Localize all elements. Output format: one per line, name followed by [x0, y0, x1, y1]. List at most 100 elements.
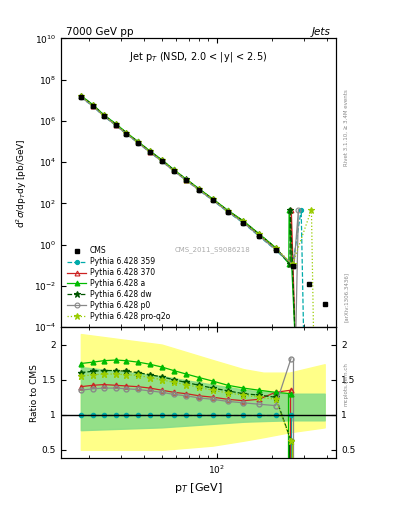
Pythia 6.428 359: [299, 206, 303, 212]
Pythia 6.428 p0: [136, 140, 140, 146]
Pythia 6.428 dw: [114, 121, 118, 127]
Pythia 6.428 359: [147, 149, 152, 155]
Y-axis label: Ratio to CMS: Ratio to CMS: [30, 364, 39, 421]
Text: CMS_2011_S9086218: CMS_2011_S9086218: [174, 246, 250, 253]
Pythia 6.428 p0: [101, 113, 106, 119]
Pythia 6.428 370: [197, 186, 202, 193]
Y-axis label: d$^{2}\sigma$/dp$_{T}$dy [pb/GeV]: d$^{2}\sigma$/dp$_{T}$dy [pb/GeV]: [15, 138, 29, 227]
Pythia 6.428 dw: [124, 130, 129, 136]
Pythia 6.428 pro-q2o: [273, 245, 278, 251]
Pythia 6.428 370: [136, 139, 140, 145]
Pythia 6.428 370: [147, 148, 152, 155]
Pythia 6.428 359: [197, 187, 202, 194]
Pythia 6.428 p0: [257, 232, 261, 239]
Pythia 6.428 p0: [197, 187, 202, 193]
CMS: [226, 209, 230, 215]
Pythia 6.428 dw: [136, 139, 140, 145]
Pythia 6.428 370: [114, 122, 118, 128]
Pythia 6.428 359: [241, 220, 246, 226]
Pythia 6.428 pro-q2o: [79, 93, 83, 99]
Pythia 6.428 370: [257, 231, 261, 238]
Pythia 6.428 359: [210, 197, 215, 203]
Pythia 6.428 p0: [293, 345, 298, 351]
Pythia 6.428 pro-q2o: [241, 219, 246, 225]
Pythia 6.428 a: [91, 102, 95, 108]
Pythia 6.428 a: [79, 93, 83, 99]
Pythia 6.428 370: [160, 157, 164, 163]
CMS: [241, 220, 246, 226]
Pythia 6.428 370: [79, 93, 83, 99]
Pythia 6.428 pro-q2o: [160, 157, 164, 163]
Line: Pythia 6.428 359: Pythia 6.428 359: [79, 95, 306, 350]
CMS: [257, 233, 261, 239]
Pythia 6.428 359: [273, 247, 278, 253]
Pythia 6.428 p0: [124, 131, 129, 137]
Pythia 6.428 dw: [160, 157, 164, 163]
CMS: [273, 247, 278, 253]
Pythia 6.428 a: [160, 157, 164, 163]
Pythia 6.428 370: [124, 130, 129, 136]
Pythia 6.428 359: [171, 168, 176, 174]
Pythia 6.428 370: [288, 261, 293, 267]
Text: Rivet 3.1.10, ≥ 3.4M events: Rivet 3.1.10, ≥ 3.4M events: [344, 90, 349, 166]
Pythia 6.428 370: [101, 112, 106, 118]
Pythia 6.428 p0: [91, 103, 95, 110]
Line: Pythia 6.428 a: Pythia 6.428 a: [79, 93, 298, 350]
Pythia 6.428 359: [136, 140, 140, 146]
CMS: [79, 94, 83, 100]
Pythia 6.428 359: [257, 233, 261, 239]
Pythia 6.428 a: [171, 166, 176, 173]
Line: Pythia 6.428 370: Pythia 6.428 370: [79, 94, 298, 350]
Pythia 6.428 p0: [114, 122, 118, 129]
Pythia 6.428 370: [293, 345, 298, 351]
Pythia 6.428 359: [114, 122, 118, 129]
Pythia 6.428 a: [273, 244, 278, 250]
Pythia 6.428 a: [286, 261, 291, 267]
Pythia 6.428 pro-q2o: [184, 177, 189, 183]
CMS: [184, 177, 189, 183]
Text: [arXiv:1306.3436]: [arXiv:1306.3436]: [344, 272, 349, 322]
Pythia 6.428 a: [197, 186, 202, 192]
Text: 7000 GeV pp: 7000 GeV pp: [66, 27, 134, 37]
CMS: [322, 301, 327, 307]
Pythia 6.428 a: [114, 121, 118, 127]
Pythia 6.428 dw: [171, 166, 176, 173]
Pythia 6.428 pro-q2o: [226, 208, 230, 214]
Pythia 6.428 dw: [147, 148, 152, 154]
Pythia 6.428 359: [91, 103, 95, 110]
Pythia 6.428 pro-q2o: [311, 345, 316, 351]
Pythia 6.428 pro-q2o: [124, 130, 129, 136]
Pythia 6.428 359: [290, 263, 295, 269]
Pythia 6.428 dw: [79, 93, 83, 99]
Pythia 6.428 359: [226, 209, 230, 215]
Pythia 6.428 p0: [292, 263, 296, 269]
CMS: [210, 197, 215, 203]
CMS: [307, 281, 311, 287]
Pythia 6.428 370: [91, 102, 95, 109]
CMS: [147, 149, 152, 155]
Pythia 6.428 370: [226, 208, 230, 214]
Pythia 6.428 370: [289, 206, 294, 212]
Pythia 6.428 359: [124, 131, 129, 137]
Pythia 6.428 a: [287, 206, 292, 212]
Line: Pythia 6.428 p0: Pythia 6.428 p0: [79, 95, 301, 350]
Pythia 6.428 370: [210, 196, 215, 202]
Pythia 6.428 a: [293, 345, 298, 351]
Pythia 6.428 359: [101, 113, 106, 119]
Pythia 6.428 dw: [288, 261, 292, 267]
Pythia 6.428 p0: [226, 209, 230, 215]
Pythia 6.428 dw: [226, 208, 230, 214]
CMS: [160, 158, 164, 164]
Pythia 6.428 dw: [257, 231, 261, 237]
Pythia 6.428 a: [147, 148, 152, 154]
Pythia 6.428 dw: [210, 196, 215, 202]
Pythia 6.428 pro-q2o: [257, 231, 261, 237]
Pythia 6.428 dw: [241, 218, 246, 224]
Pythia 6.428 pro-q2o: [210, 196, 215, 202]
Pythia 6.428 pro-q2o: [114, 121, 118, 127]
Pythia 6.428 a: [184, 176, 189, 182]
Pythia 6.428 p0: [171, 168, 176, 174]
CMS: [136, 140, 140, 146]
Pythia 6.428 pro-q2o: [136, 139, 140, 145]
Text: Jet p$_{T}$ (NSD, 2.0 < |y| < 2.5): Jet p$_{T}$ (NSD, 2.0 < |y| < 2.5): [129, 50, 268, 64]
